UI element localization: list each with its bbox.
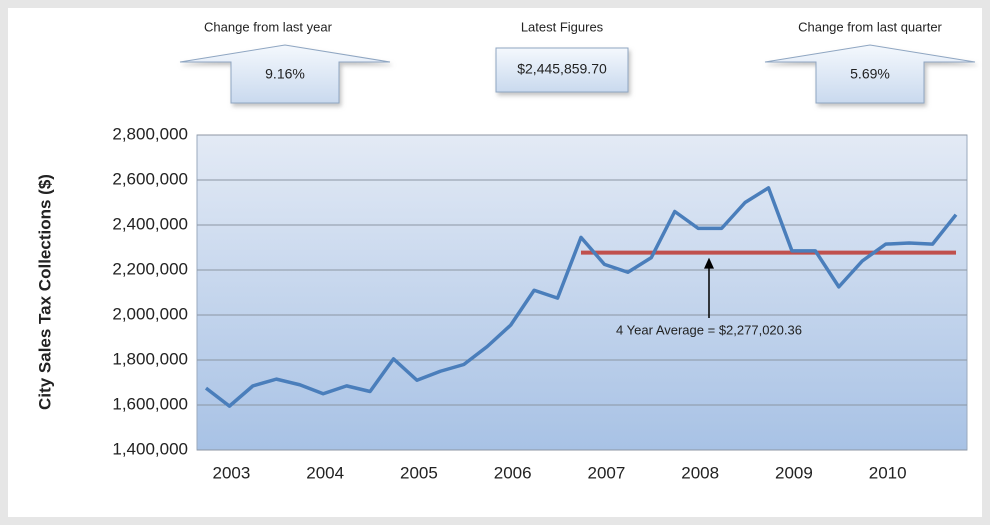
- y-tick-label: 1,800,000: [112, 349, 188, 368]
- kpi-title: Change from last quarter: [798, 19, 942, 34]
- y-tick-label: 2,400,000: [112, 214, 188, 233]
- x-tick-label: 2003: [213, 463, 251, 482]
- x-tick-label: 2005: [400, 463, 438, 482]
- kpi-value: 9.16%: [265, 66, 305, 82]
- kpi-arrow: [764, 44, 976, 104]
- x-tick-label: 2010: [869, 463, 907, 482]
- data-line: [204, 186, 958, 408]
- kpi-title: Change from last year: [204, 19, 333, 34]
- y-tick-label: 1,600,000: [112, 394, 188, 413]
- x-tick-label: 2009: [775, 463, 813, 482]
- y-tick-label: 2,000,000: [112, 304, 188, 323]
- kpi-box: [495, 47, 629, 93]
- kpi-value: $2,445,859.70: [517, 61, 607, 77]
- kpi-value: 5.69%: [850, 66, 890, 82]
- y-tick-label: 2,800,000: [112, 124, 188, 143]
- x-tick-label: 2007: [588, 463, 626, 482]
- x-tick-label: 2004: [306, 463, 344, 482]
- kpi-title: Latest Figures: [521, 19, 604, 34]
- y-tick-label: 1,400,000: [112, 439, 188, 458]
- x-tick-label: 2008: [681, 463, 719, 482]
- y-tick-label: 2,600,000: [112, 169, 188, 188]
- annotation-arrowhead: [704, 257, 714, 269]
- y-axis-label: City Sales Tax Collections ($): [35, 174, 54, 410]
- x-tick-label: 2006: [494, 463, 532, 482]
- y-tick-label: 2,200,000: [112, 259, 188, 278]
- annotation: 4 Year Average = $2,277,020.36: [616, 322, 802, 337]
- kpi-arrow: [179, 44, 391, 104]
- plot-area: [196, 134, 968, 451]
